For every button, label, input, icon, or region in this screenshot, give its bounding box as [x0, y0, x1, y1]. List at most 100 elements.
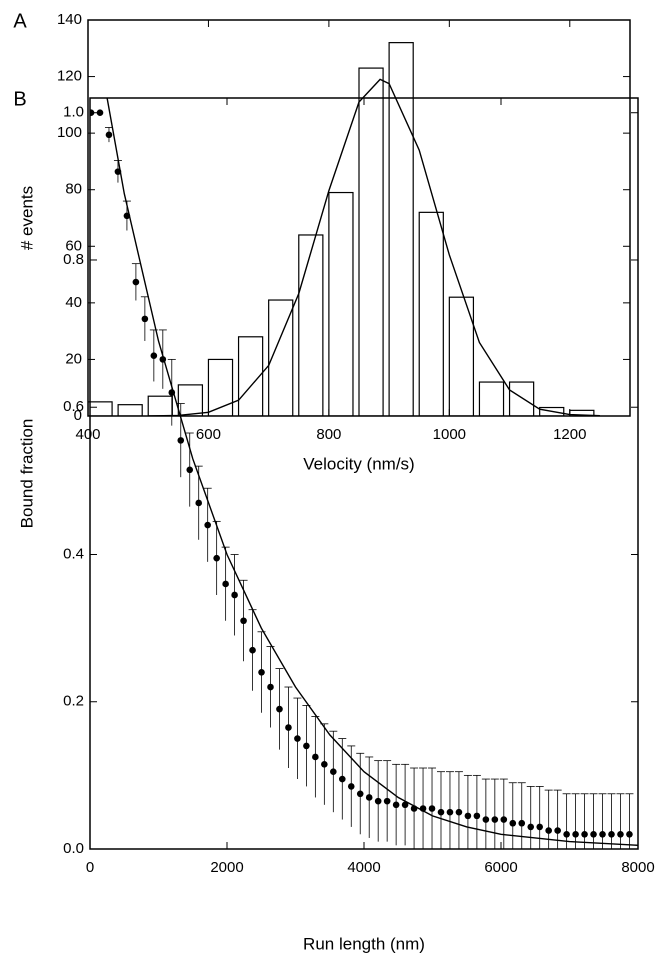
y-tick-label: 1.0 [63, 104, 84, 121]
x-tick-label: 8000 [621, 859, 654, 876]
point [267, 683, 274, 691]
bar [358, 67, 384, 416]
x-tick-label: 600 [196, 426, 221, 443]
point [132, 278, 140, 286]
bar [508, 381, 535, 416]
y-axis-label: Bound fraction [17, 419, 36, 529]
point [383, 797, 391, 805]
point [473, 812, 481, 820]
point [347, 783, 355, 790]
y-tick-label: 100 [57, 124, 82, 141]
y-axis-label: # events [17, 186, 36, 250]
point [554, 827, 561, 834]
x-axis-label: Run length (nm) [303, 934, 425, 953]
bar [207, 358, 234, 416]
point [195, 499, 203, 507]
x-tick-label: 400 [75, 426, 100, 443]
y-tick-label: 60 [65, 237, 82, 254]
point [599, 830, 606, 838]
point [96, 109, 104, 117]
x-tick-label: 1200 [553, 426, 586, 443]
point [509, 819, 517, 827]
point [590, 830, 597, 838]
y-tick-label: 0.4 [63, 545, 84, 562]
point [626, 830, 633, 838]
y-tick-label: 40 [65, 294, 82, 311]
point [303, 742, 310, 750]
point [545, 827, 552, 834]
x-tick-label: 800 [316, 426, 341, 443]
point [105, 131, 113, 139]
point [204, 521, 211, 529]
point [500, 816, 508, 823]
point [249, 646, 256, 654]
plot-frame [87, 19, 631, 417]
panel-label: B [13, 88, 26, 110]
point [312, 753, 319, 761]
point [617, 830, 624, 838]
point [518, 819, 526, 827]
point [258, 668, 265, 676]
point [446, 808, 454, 816]
x-tick-label: 6000 [484, 859, 517, 876]
plot-area [88, 42, 600, 416]
point [213, 554, 220, 562]
bar [147, 395, 173, 416]
point [186, 466, 194, 474]
x-tick-label: 0 [86, 859, 94, 876]
point [608, 830, 615, 838]
plot-area [90, 98, 638, 849]
x-tick-label: 2000 [210, 859, 243, 876]
point [455, 808, 463, 816]
point [222, 580, 229, 588]
point [401, 801, 409, 809]
point [150, 352, 158, 359]
point [141, 315, 149, 323]
point [338, 775, 346, 783]
point [356, 790, 364, 798]
y-tick-label: 0.8 [63, 251, 84, 268]
bar [418, 211, 444, 416]
point [563, 830, 570, 838]
x-axis-label: Velocity (nm/s) [303, 454, 414, 473]
y-tick-label: 0.0 [63, 840, 84, 857]
bar [177, 384, 204, 416]
bar [298, 234, 324, 416]
x-tick-label: 4000 [347, 859, 380, 876]
bar [478, 381, 505, 416]
y-tick-label: 80 [65, 181, 82, 198]
point [231, 591, 238, 599]
point [294, 735, 301, 742]
point [276, 705, 283, 713]
y-tick-label: 0 [74, 407, 82, 424]
point [365, 794, 373, 801]
point [240, 617, 247, 625]
bar [88, 401, 113, 416]
point [374, 797, 382, 805]
bar [328, 191, 354, 416]
point [428, 805, 436, 812]
y-tick-label: 0.6 [63, 398, 84, 415]
fit-curve [148, 78, 600, 416]
y-tick-label: 0.2 [63, 693, 84, 710]
y-tick-label: 20 [65, 350, 82, 367]
point [536, 823, 544, 831]
point [581, 830, 588, 838]
point [321, 761, 328, 768]
bar [388, 42, 414, 416]
point [482, 816, 490, 823]
plot-frame [89, 97, 639, 850]
point [491, 816, 499, 823]
point [330, 768, 337, 775]
point [437, 808, 445, 816]
point [177, 437, 185, 444]
point [392, 801, 400, 809]
point [527, 823, 535, 831]
panel-label: A [13, 10, 27, 32]
bar [448, 296, 475, 416]
bar [268, 299, 294, 416]
y-tick-label: 120 [57, 68, 82, 85]
y-tick-label: 140 [57, 11, 82, 28]
point [464, 812, 472, 820]
